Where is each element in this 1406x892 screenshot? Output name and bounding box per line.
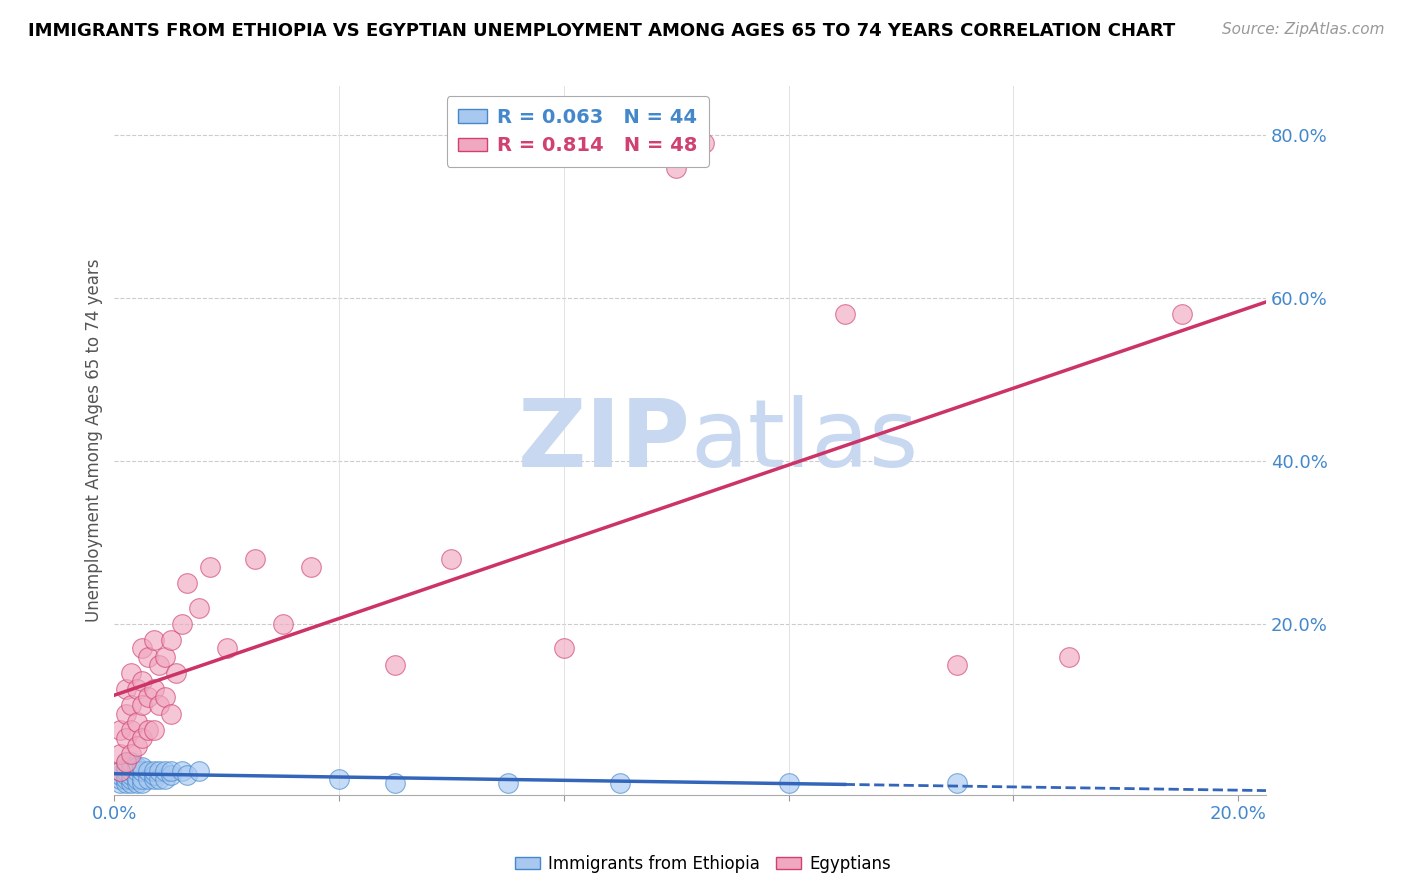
Point	[136, 723, 159, 737]
Point	[142, 764, 165, 778]
Point	[108, 776, 131, 790]
Point	[131, 759, 153, 773]
Text: Source: ZipAtlas.com: Source: ZipAtlas.com	[1222, 22, 1385, 37]
Point	[142, 682, 165, 697]
Point	[120, 723, 142, 737]
Point	[108, 764, 131, 778]
Point	[215, 641, 238, 656]
Point	[159, 767, 181, 781]
Point	[148, 657, 170, 672]
Point	[299, 560, 322, 574]
Point	[114, 756, 136, 770]
Point	[131, 764, 153, 778]
Point	[114, 776, 136, 790]
Point	[120, 665, 142, 680]
Point	[176, 576, 198, 591]
Point	[946, 776, 969, 790]
Point	[170, 764, 193, 778]
Point	[114, 682, 136, 697]
Point	[125, 772, 148, 786]
Point	[496, 776, 519, 790]
Point	[131, 641, 153, 656]
Point	[243, 551, 266, 566]
Point	[125, 759, 148, 773]
Point	[384, 776, 406, 790]
Point	[553, 641, 575, 656]
Point	[609, 776, 631, 790]
Point	[114, 764, 136, 778]
Point	[834, 308, 856, 322]
Point	[114, 706, 136, 721]
Point	[114, 772, 136, 786]
Point	[131, 776, 153, 790]
Point	[125, 776, 148, 790]
Point	[120, 747, 142, 762]
Point	[120, 767, 142, 781]
Point	[125, 682, 148, 697]
Point	[153, 649, 176, 664]
Point	[198, 560, 221, 574]
Point	[120, 756, 142, 770]
Point	[114, 731, 136, 745]
Point	[142, 633, 165, 648]
Point	[108, 767, 131, 781]
Legend: R = 0.063   N = 44, R = 0.814   N = 48: R = 0.063 N = 44, R = 0.814 N = 48	[447, 96, 709, 167]
Point	[148, 764, 170, 778]
Point	[946, 657, 969, 672]
Point	[125, 714, 148, 729]
Point	[131, 772, 153, 786]
Point	[440, 551, 463, 566]
Point	[148, 772, 170, 786]
Point	[271, 617, 294, 632]
Point	[142, 772, 165, 786]
Text: atlas: atlas	[690, 395, 918, 487]
Point	[384, 657, 406, 672]
Point	[153, 764, 176, 778]
Text: IMMIGRANTS FROM ETHIOPIA VS EGYPTIAN UNEMPLOYMENT AMONG AGES 65 TO 74 YEARS CORR: IMMIGRANTS FROM ETHIOPIA VS EGYPTIAN UNE…	[28, 22, 1175, 40]
Point	[108, 772, 131, 786]
Point	[142, 767, 165, 781]
Point	[114, 767, 136, 781]
Point	[142, 723, 165, 737]
Point	[187, 764, 209, 778]
Point	[1170, 308, 1192, 322]
Point	[148, 698, 170, 713]
Legend: Immigrants from Ethiopia, Egyptians: Immigrants from Ethiopia, Egyptians	[508, 848, 898, 880]
Text: ZIP: ZIP	[517, 395, 690, 487]
Point	[120, 776, 142, 790]
Y-axis label: Unemployment Among Ages 65 to 74 years: Unemployment Among Ages 65 to 74 years	[86, 259, 103, 623]
Point	[131, 698, 153, 713]
Point	[187, 600, 209, 615]
Point	[159, 764, 181, 778]
Point	[170, 617, 193, 632]
Point	[120, 764, 142, 778]
Point	[108, 764, 131, 778]
Point	[1059, 649, 1081, 664]
Point	[693, 136, 716, 151]
Point	[120, 772, 142, 786]
Point	[125, 739, 148, 754]
Point	[159, 633, 181, 648]
Point	[153, 690, 176, 705]
Point	[108, 723, 131, 737]
Point	[665, 161, 688, 175]
Point	[176, 767, 198, 781]
Point	[136, 772, 159, 786]
Point	[131, 731, 153, 745]
Point	[120, 759, 142, 773]
Point	[136, 649, 159, 664]
Point	[778, 776, 800, 790]
Point	[114, 759, 136, 773]
Point	[165, 665, 187, 680]
Point	[108, 747, 131, 762]
Point	[120, 698, 142, 713]
Point	[125, 764, 148, 778]
Point	[114, 756, 136, 770]
Point	[153, 772, 176, 786]
Point	[328, 772, 350, 786]
Point	[136, 764, 159, 778]
Point	[159, 706, 181, 721]
Point	[136, 690, 159, 705]
Point	[131, 673, 153, 688]
